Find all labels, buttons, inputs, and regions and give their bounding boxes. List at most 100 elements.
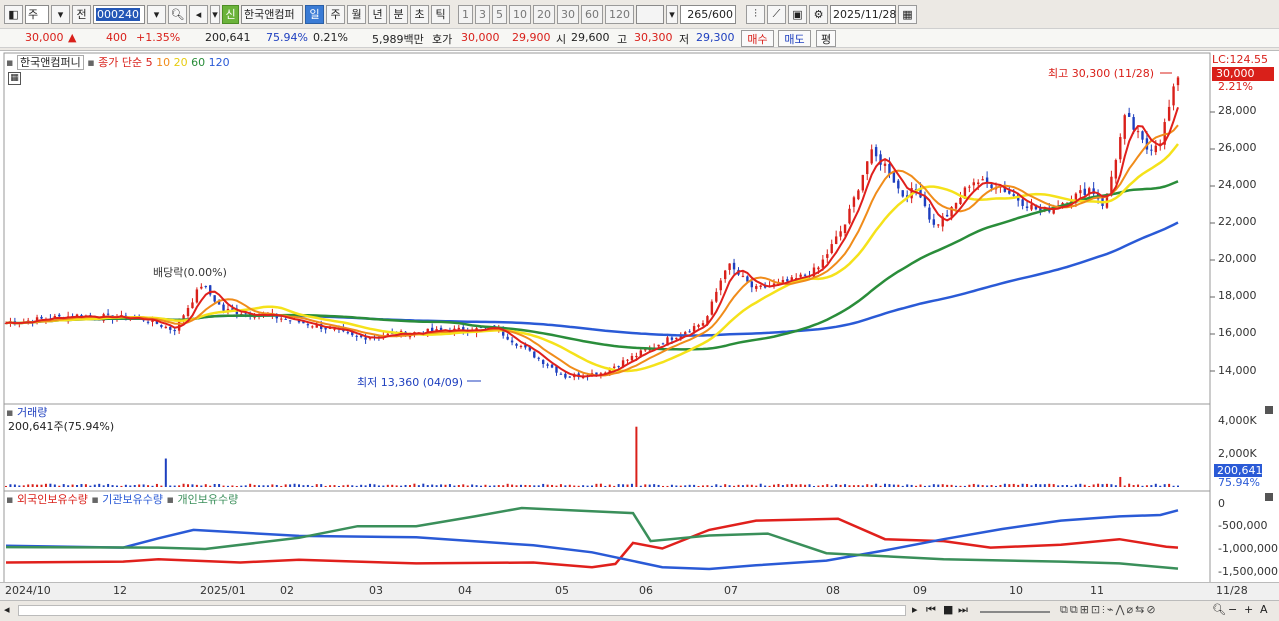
ma5-line — [5, 106, 1179, 378]
volume-panel-close-icon[interactable] — [1265, 406, 1273, 414]
volume-bar — [138, 484, 141, 487]
volume-bar — [675, 485, 678, 487]
period-tick-button[interactable]: 틱 — [431, 4, 450, 24]
legend-stock-name[interactable]: 한국앤컴퍼니 — [16, 55, 84, 70]
period-week-button[interactable]: 주 — [326, 4, 345, 24]
stop-icon[interactable]: ■ — [943, 603, 954, 616]
volume-bar — [422, 483, 425, 487]
period-second-button[interactable]: 초 — [410, 4, 429, 24]
volume-bar — [506, 483, 509, 487]
volume-bar — [622, 484, 625, 487]
stock-name-field[interactable]: 한국앤컴퍼 — [241, 4, 303, 24]
legend-ma60: 60 — [191, 56, 206, 69]
quote-row: 30,000 ▲ 400 +1.35% 200,641 75.94% 0.21%… — [0, 28, 1279, 48]
candle-body — [843, 224, 847, 234]
minute-60-button[interactable]: 60 — [581, 4, 603, 24]
volume-bar — [1137, 484, 1140, 487]
candle-body — [155, 320, 159, 324]
speaker-dropdown-icon[interactable]: ▾ — [210, 4, 220, 24]
minute-10-button[interactable]: 10 — [509, 4, 531, 24]
volume-bar — [18, 485, 21, 487]
buy-button[interactable]: 매수 — [741, 30, 774, 47]
tool-icons[interactable]: ⧉⧉⊞⊡⫶⌁⋀⌀⇆⊘ — [1060, 603, 1158, 616]
open-price: 29,600 — [571, 31, 610, 44]
minute-3-button[interactable]: 3 — [475, 4, 490, 24]
chart-canvas[interactable] — [0, 51, 1279, 601]
date-value: 2025/11/28 — [833, 7, 897, 21]
volume-bar — [808, 484, 811, 487]
period-month-button[interactable]: 월 — [347, 4, 366, 24]
volume-bar — [204, 484, 207, 487]
candle-body — [1012, 194, 1015, 196]
zoom-search-icon[interactable]: 🔍︎ — [1212, 603, 1226, 616]
chart-area[interactable] — [0, 50, 1279, 600]
volume-bar — [728, 485, 731, 487]
zoom-out-icon[interactable]: − — [1228, 603, 1238, 616]
scroll-right-icon[interactable]: ▸ — [912, 603, 918, 616]
calendar-icon[interactable]: ▦ — [898, 4, 917, 24]
chart-menu-icon[interactable]: ◧ — [4, 4, 23, 24]
font-size-icon[interactable]: A — [1260, 603, 1268, 616]
volume-bar — [31, 484, 34, 487]
minute-5-button[interactable]: 5 — [492, 4, 507, 24]
volume-bar — [857, 485, 860, 487]
chevron-down-icon[interactable]: ▾ — [51, 4, 70, 24]
candle-style-icon[interactable]: ⫶ — [746, 4, 765, 24]
new-badge[interactable]: 신 — [222, 4, 239, 24]
candle-body — [781, 279, 785, 283]
minute-30-button[interactable]: 30 — [557, 4, 579, 24]
period-day-button[interactable]: 일 — [305, 4, 324, 24]
candle-body — [284, 318, 287, 320]
volume-bar — [302, 485, 305, 487]
type-button[interactable]: 전 — [72, 4, 91, 24]
scroll-bar[interactable]: ◂ ▸ ⏮ ■ ⏭ ⧉⧉⊞⊡⫶⌁⋀⌀⇆⊘ 🔍︎ − + A — [0, 600, 1279, 621]
draw-tool-icon[interactable]: ⟋ — [767, 4, 786, 24]
forward-icon[interactable]: ⏭ — [958, 603, 968, 616]
gear-icon[interactable]: ⚙ — [809, 4, 828, 24]
grid-table-icon[interactable]: ▦ — [8, 72, 21, 85]
rewind-icon[interactable]: ⏮ — [926, 603, 936, 616]
candle-body — [1079, 190, 1082, 194]
period-dropdown[interactable]: 주 — [25, 4, 49, 24]
minute-20-button[interactable]: 20 — [533, 4, 555, 24]
volume-bar — [306, 484, 309, 487]
holding-panel-close-icon[interactable] — [1265, 493, 1273, 501]
zoom-in-icon[interactable]: + — [1244, 603, 1254, 616]
candle-body — [772, 283, 776, 286]
volume-bar — [431, 484, 434, 487]
custom-minute-dropdown-icon[interactable]: ▾ — [666, 4, 678, 24]
volume-bar — [1150, 485, 1153, 487]
legend-individual[interactable]: 개인보유수량 — [177, 493, 239, 506]
legend-institution[interactable]: 기관보유수량 — [102, 493, 164, 506]
high-label: 고 — [617, 33, 628, 46]
save-icon[interactable]: ▣ — [788, 4, 807, 24]
scroll-left-icon[interactable]: ◂ — [4, 603, 10, 616]
volume-bar — [293, 483, 296, 487]
legend-foreign[interactable]: 외국인보유수량 — [16, 493, 88, 506]
minute-120-button[interactable]: 120 — [605, 4, 634, 24]
volume-title[interactable]: 거래량 — [16, 406, 48, 419]
x-tick-02: 02 — [280, 584, 294, 597]
volume-bar — [329, 485, 332, 487]
code-dropdown-icon[interactable]: ▾ — [147, 4, 166, 24]
volume-bar — [1066, 484, 1069, 487]
minute-1-button[interactable]: 1 — [458, 4, 473, 24]
sell-button[interactable]: 매도 — [778, 30, 811, 47]
count-input[interactable]: 265/600 — [680, 4, 736, 24]
candle-body — [985, 177, 989, 183]
volume-bar — [173, 485, 176, 487]
eval-button[interactable]: 평 — [816, 30, 836, 47]
volume-bar — [542, 483, 545, 487]
search-icon[interactable]: 🔍︎ — [168, 4, 187, 24]
price-change: 400 — [106, 31, 127, 44]
period-minute-button[interactable]: 분 — [389, 4, 408, 24]
volume-bar — [626, 484, 629, 487]
legend-type[interactable]: 종가 단순 — [98, 56, 143, 69]
custom-minute-input[interactable] — [636, 4, 664, 24]
zoom-slider[interactable] — [980, 611, 1050, 613]
period-year-button[interactable]: 년 — [368, 4, 387, 24]
stock-code-input[interactable]: 000240 — [93, 4, 145, 24]
scroll-track[interactable] — [18, 605, 906, 616]
speaker-icon[interactable]: ◂ — [189, 4, 208, 24]
date-input[interactable]: 2025/11/28 — [830, 4, 897, 24]
